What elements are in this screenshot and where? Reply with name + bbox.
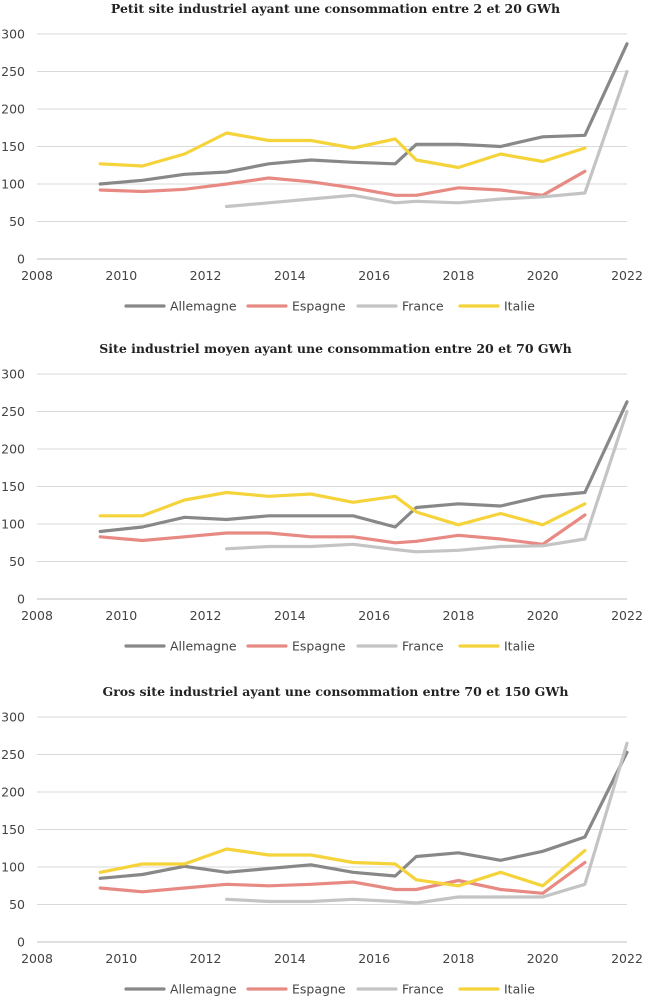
legend-label: France <box>402 982 444 997</box>
y-tick-label: 250 <box>1 64 25 79</box>
y-tick-label: 300 <box>1 710 25 725</box>
legend-label: Allemagne <box>170 982 237 997</box>
x-tick-label: 2022 <box>611 608 643 623</box>
x-tick-label: 2016 <box>358 951 390 966</box>
y-tick-label: 250 <box>1 747 25 762</box>
legend-label: Espagne <box>292 982 346 997</box>
series-line-france <box>225 69 629 209</box>
y-tick-label: 300 <box>1 367 25 382</box>
chart-svg: Petit site industriel ayant une consomma… <box>1 1 643 314</box>
x-tick-label: 2016 <box>358 268 390 283</box>
chart-title: Gros site industriel ayant une consommat… <box>103 684 569 699</box>
y-tick-label: 50 <box>9 897 25 912</box>
chart-site-moyen: Site industriel moyen ayant une consomma… <box>0 340 651 670</box>
series-line-france <box>225 409 629 554</box>
x-tick-label: 2012 <box>190 268 222 283</box>
x-tick-label: 2012 <box>190 608 222 623</box>
x-tick-label: 2022 <box>611 268 643 283</box>
x-tick-label: 2014 <box>274 951 306 966</box>
series-line-france <box>225 741 629 905</box>
y-tick-label: 0 <box>17 252 25 267</box>
x-tick-label: 2010 <box>105 268 137 283</box>
legend-label: France <box>402 639 444 654</box>
x-tick-label: 2014 <box>274 268 306 283</box>
x-tick-label: 2016 <box>358 608 390 623</box>
series-line-allemagne <box>98 42 629 186</box>
x-tick-label: 2008 <box>21 608 53 623</box>
y-tick-label: 100 <box>1 177 25 192</box>
y-tick-label: 100 <box>1 517 25 532</box>
chart-title: Petit site industriel ayant une consomma… <box>111 1 560 16</box>
y-tick-label: 150 <box>1 822 25 837</box>
y-tick-label: 100 <box>1 860 25 875</box>
y-tick-label: 200 <box>1 442 25 457</box>
x-tick-label: 2012 <box>190 951 222 966</box>
legend-label: Italie <box>504 639 535 654</box>
y-tick-label: 0 <box>17 935 25 950</box>
series-line-italie <box>98 490 587 527</box>
x-tick-label: 2022 <box>611 951 643 966</box>
series-line-allemagne <box>98 750 629 880</box>
y-tick-label: 50 <box>9 554 25 569</box>
x-tick-label: 2010 <box>105 608 137 623</box>
legend-label: Espagne <box>292 299 346 314</box>
x-tick-label: 2018 <box>443 608 475 623</box>
series-line-espagne <box>98 513 587 546</box>
x-tick-label: 2018 <box>443 951 475 966</box>
chart-petit-site: Petit site industriel ayant une consomma… <box>0 0 651 330</box>
y-tick-label: 0 <box>17 592 25 607</box>
x-tick-label: 2014 <box>274 608 306 623</box>
legend-label: France <box>402 299 444 314</box>
chart-title: Site industriel moyen ayant une consomma… <box>99 341 571 356</box>
y-tick-label: 200 <box>1 785 25 800</box>
x-tick-label: 2008 <box>21 268 53 283</box>
y-tick-label: 150 <box>1 479 25 494</box>
chart-svg: Gros site industriel ayant une consommat… <box>1 684 643 997</box>
legend-label: Espagne <box>292 639 346 654</box>
legend-label: Italie <box>504 982 535 997</box>
legend-label: Italie <box>504 299 535 314</box>
legend-label: Allemagne <box>170 299 237 314</box>
x-tick-label: 2008 <box>21 951 53 966</box>
x-tick-label: 2020 <box>527 608 559 623</box>
y-tick-label: 50 <box>9 214 25 229</box>
chart-svg: Site industriel moyen ayant une consomma… <box>1 341 643 654</box>
series-line-italie <box>98 847 587 888</box>
x-tick-label: 2018 <box>443 268 475 283</box>
x-tick-label: 2020 <box>527 268 559 283</box>
y-tick-label: 300 <box>1 27 25 42</box>
legend-label: Allemagne <box>170 639 237 654</box>
x-tick-label: 2010 <box>105 951 137 966</box>
chart-gros-site: Gros site industriel ayant une consommat… <box>0 683 651 1000</box>
x-tick-label: 2020 <box>527 951 559 966</box>
y-tick-label: 150 <box>1 139 25 154</box>
series-line-espagne <box>98 169 587 197</box>
series-line-allemagne <box>98 400 629 534</box>
series-line-italie <box>98 131 587 170</box>
y-tick-label: 250 <box>1 404 25 419</box>
series-line-espagne <box>98 860 587 895</box>
y-tick-label: 200 <box>1 102 25 117</box>
